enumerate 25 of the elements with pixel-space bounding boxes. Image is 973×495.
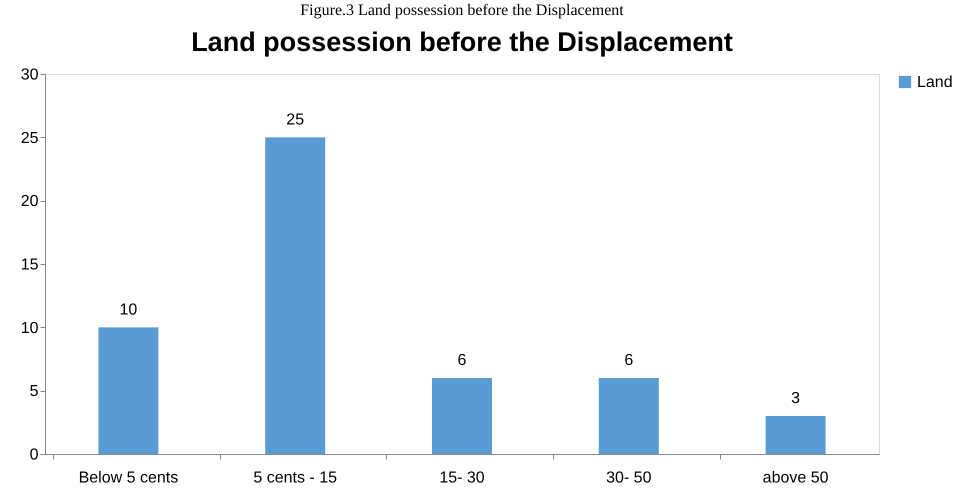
y-tick-label: 20 <box>20 193 39 210</box>
x-tick-label: 15- 30 <box>439 470 485 486</box>
y-tick-label: 5 <box>30 383 39 400</box>
data-label: 3 <box>791 390 800 407</box>
bar <box>265 137 326 454</box>
bar <box>432 378 492 454</box>
data-label: 6 <box>458 352 467 369</box>
y-tick-label: 30 <box>20 66 39 84</box>
bar <box>598 378 659 454</box>
chart-title: Land possession before the Displacement <box>191 27 733 57</box>
y-tick-label: 10 <box>20 320 39 337</box>
data-label: 6 <box>624 352 634 369</box>
y-tick-label: 0 <box>30 446 39 464</box>
legend-label: Land <box>917 74 953 91</box>
x-tick-label: above 50 <box>762 470 829 486</box>
y-tick-label: 15 <box>20 256 39 274</box>
x-tick-label: 5 cents - 15 <box>253 470 338 486</box>
data-label: 10 <box>120 301 138 318</box>
data-label: 25 <box>286 111 304 128</box>
x-tick-label: Below 5 cents <box>78 470 178 486</box>
text: Figure.3 Land possession before the Displacement <box>300 2 624 19</box>
bar <box>766 416 826 454</box>
y-tick-label: 25 <box>20 130 39 147</box>
x-tick-label: 30- 50 <box>606 470 652 486</box>
bar <box>98 327 158 454</box>
